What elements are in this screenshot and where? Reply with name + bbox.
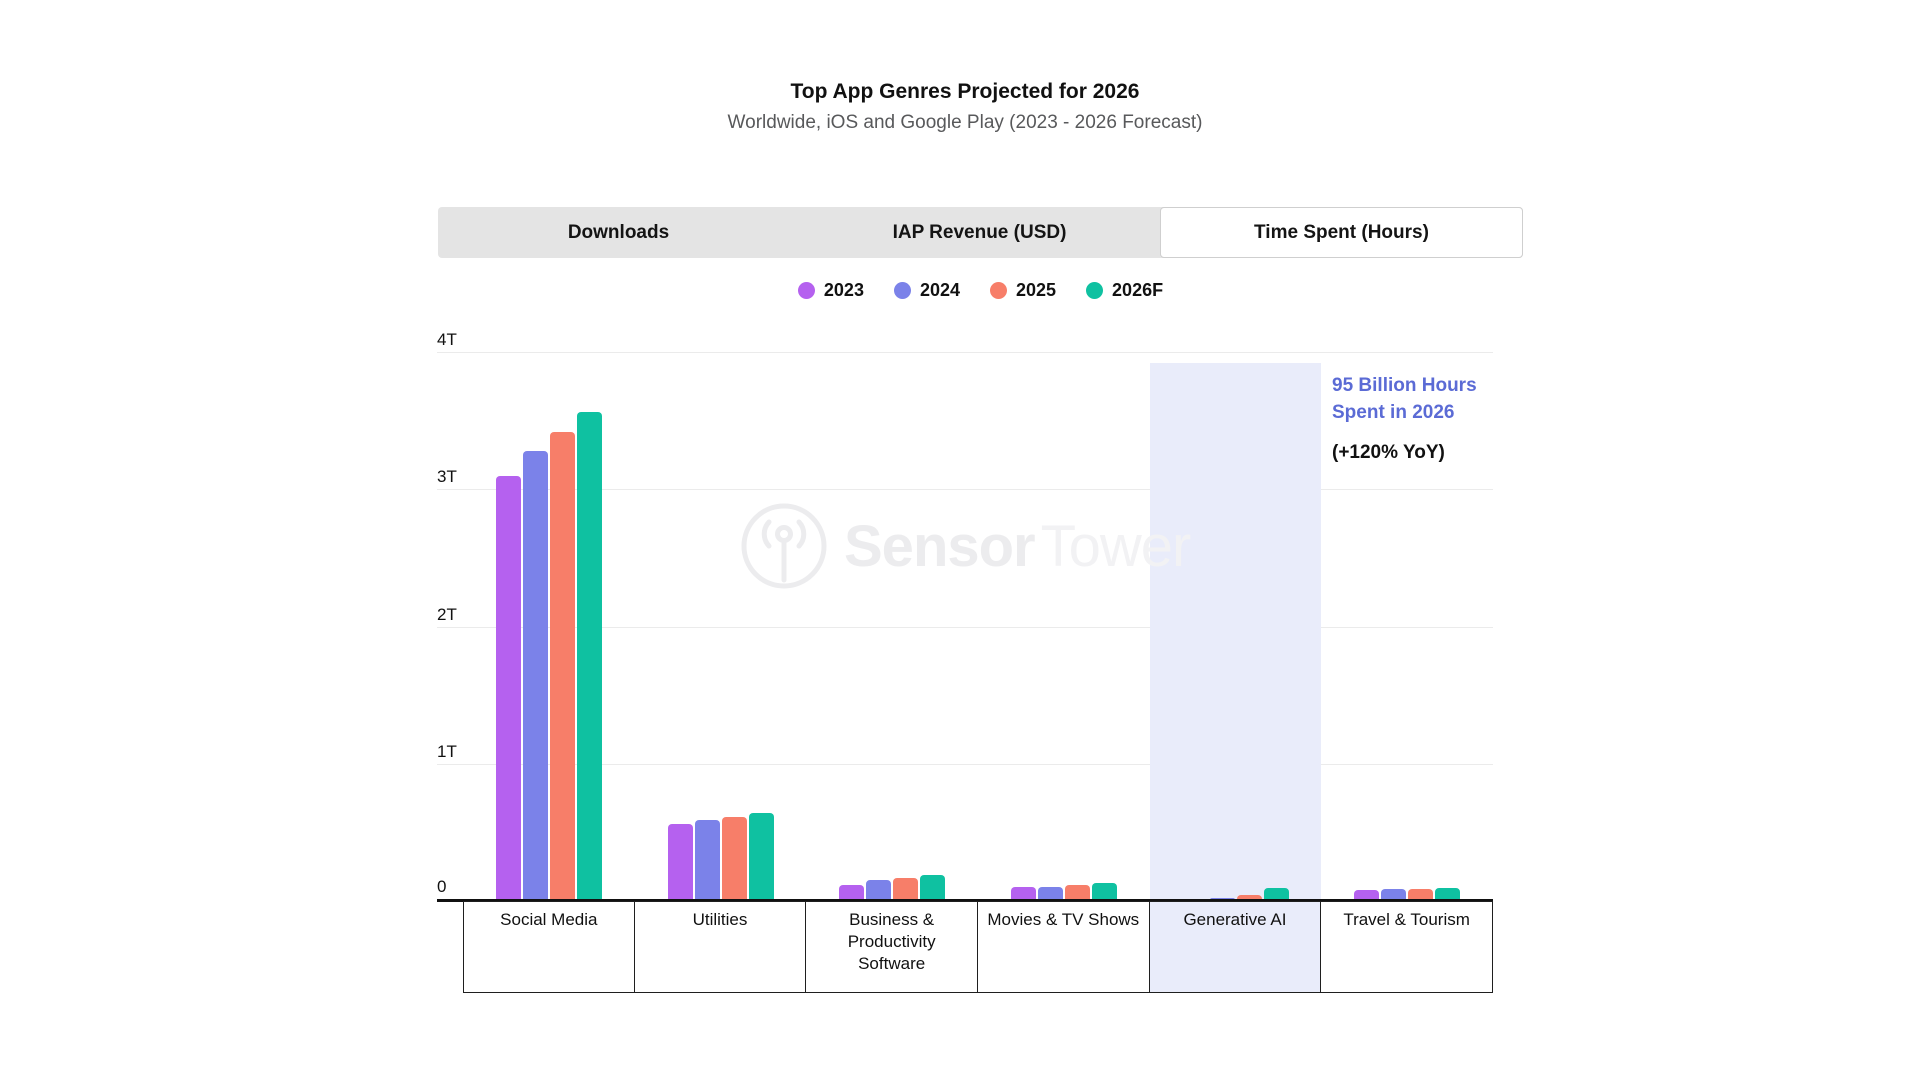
legend-item-2025: 2025 (990, 280, 1056, 301)
chart-title: Top App Genres Projected for 2026 (790, 80, 1140, 103)
legend-item-2023: 2023 (797, 279, 864, 301)
x-axis-line (437, 899, 1493, 902)
y-tick-label-zero: 0 (437, 877, 447, 896)
callout-line2: Spent in 2026 (1332, 402, 1455, 423)
legend-dot-2025 (990, 281, 1007, 299)
bar-movies-tv-shows-2026f (1091, 883, 1117, 901)
bar-utilities-2023 (667, 824, 693, 901)
bar-social-media-2023 (495, 475, 521, 901)
bar-generative-ai-2025 (1236, 894, 1262, 901)
legend-dot-2024 (893, 281, 911, 299)
chart-subtitle: Worldwide, iOS and Google Play (2023 - 2… (727, 112, 1203, 133)
category-label-business-productivity-software: Business & Productivity Software (806, 901, 978, 993)
bar-social-media-2026f (576, 412, 602, 901)
category-label-movies-tv-shows: Movies & TV Shows (977, 901, 1150, 993)
category-label-social-media: Social Media (463, 901, 635, 993)
gridline-2T (437, 626, 1493, 628)
metric-tabs: Downloads IAP Revenue (USD) Time Spent (Ho… (438, 207, 1523, 258)
chart-legend: 2023 2024 2025 2026F (438, 276, 1523, 304)
legend-item-2024: 2024 (893, 279, 960, 301)
legend-dot-2023 (797, 281, 815, 299)
bar-business-productivity-software-2025 (893, 877, 919, 901)
gridline-1T (437, 763, 1493, 765)
bar-travel-tourism-2024 (1381, 889, 1407, 901)
legend-label: 2026F (1112, 279, 1164, 300)
sensor-tower-logo-icon (741, 503, 827, 589)
tab-time-spent-hours[interactable]: Time Spent (Hours) (1160, 207, 1523, 258)
bar-business-productivity-software-2026f (920, 874, 946, 901)
bar-business-productivity-software-2024 (866, 880, 892, 901)
legend-label: 2023 (823, 279, 864, 300)
bar-travel-tourism-2026f (1435, 887, 1461, 901)
legend-label: 2025 (1016, 279, 1057, 300)
bar-generative-ai-2026f (1263, 887, 1289, 901)
highlight-band-generative-ai (1149, 363, 1322, 901)
bar-utilities-2026f (748, 813, 774, 901)
legend-dot-2026f (1086, 281, 1104, 299)
category-table: Social Media Utilities Business & Producti… (463, 901, 1493, 993)
category-label-utilities: Utilities (634, 901, 807, 993)
y-tick-label: 3T (437, 467, 457, 487)
y-tick-label: 4T (437, 330, 457, 349)
callout-yoy: (+120% YoY) (1332, 442, 1445, 463)
callout-line1: 95 Billion Hours (1332, 375, 1477, 396)
bar-movies-tv-shows-2025 (1064, 884, 1090, 901)
bar-movies-tv-shows-2023 (1010, 886, 1036, 901)
genai-callout: 95 Billion Hours Spent in 2026 (+120% Yo… (1332, 372, 1477, 466)
bar-travel-tourism-2023 (1354, 890, 1380, 901)
bar-social-media-2025 (549, 431, 575, 901)
bar-utilities-2025 (721, 817, 747, 901)
legend-item-2026f: 2026F (1086, 280, 1163, 301)
legend-label: 2024 (919, 279, 960, 300)
gridline-4T (437, 352, 1493, 353)
tab-iap-revenue-usd[interactable]: IAP Revenue (USD) (892, 221, 1067, 243)
bar-utilities-2024 (694, 820, 720, 901)
gridline-3T (437, 489, 1493, 491)
y-tick-label: 1T (437, 741, 457, 761)
sensor-tower-watermark: Sensor Tower (740, 502, 1191, 590)
watermark-text: Sensor Tower (844, 513, 1191, 579)
category-label-generative-ai: Generative AI (1149, 901, 1322, 993)
y-tick-label: 2T (437, 604, 457, 624)
bar-business-productivity-software-2023 (839, 884, 865, 901)
bar-social-media-2024 (522, 450, 548, 901)
bar-travel-tourism-2025 (1408, 888, 1434, 901)
category-label-travel-tourism: Travel & Tourism (1321, 901, 1493, 993)
tab-downloads[interactable]: Downloads (567, 221, 670, 243)
bar-movies-tv-shows-2024 (1037, 886, 1063, 901)
